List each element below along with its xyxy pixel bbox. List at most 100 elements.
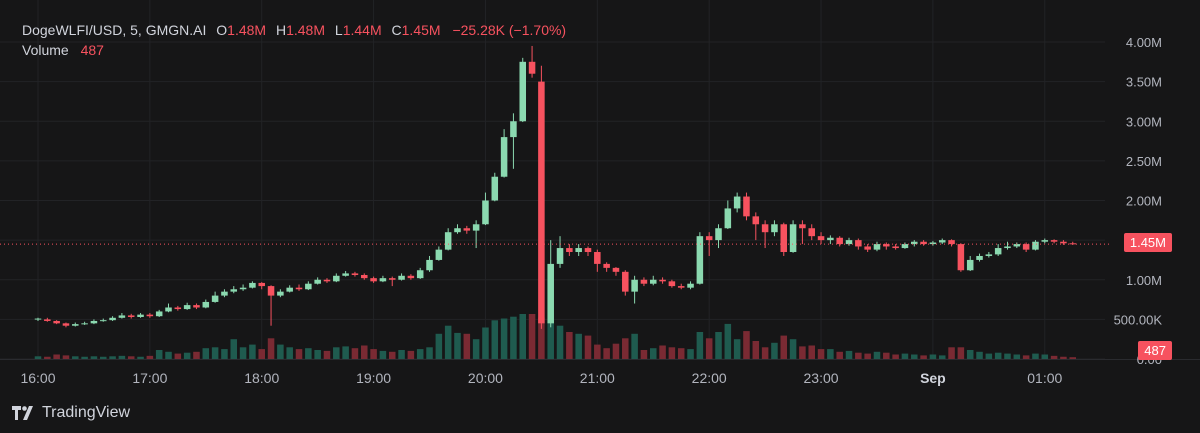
candle-body: [62, 323, 70, 326]
volume-bar: [202, 348, 210, 359]
candle-body: [258, 282, 265, 287]
candle-body: [594, 252, 601, 264]
candle-body: [733, 196, 741, 209]
candle-body: [575, 248, 582, 253]
candle-body: [277, 291, 284, 296]
candle-body: [901, 244, 909, 249]
x-tick-label: 21:00: [580, 370, 615, 386]
candle-body: [920, 241, 927, 245]
candle-body: [286, 287, 293, 292]
volume-bar: [705, 338, 713, 359]
volume-bar: [463, 333, 471, 359]
volume-bar: [640, 350, 648, 359]
y-tick-label: 4.00M: [1126, 35, 1162, 50]
volume-bar: [985, 353, 993, 359]
candle-body: [249, 282, 256, 288]
volume-bar: [594, 344, 601, 359]
tradingview-branding[interactable]: TradingView: [12, 404, 130, 422]
last-price-tag: 1.45M: [1123, 233, 1172, 252]
volume-bar: [687, 349, 694, 359]
volume-bar: [53, 354, 60, 359]
candle-body: [640, 279, 648, 284]
volume-bar: [230, 339, 238, 359]
candle-body: [668, 281, 676, 287]
candle-body: [444, 232, 452, 250]
volume-bar: [771, 342, 778, 359]
volume-bar: [342, 346, 349, 359]
volume-bar: [1060, 356, 1067, 359]
volume-bar: [556, 325, 564, 359]
volume-bar: [249, 344, 256, 359]
volume-bar: [957, 347, 965, 359]
volume-bar: [892, 354, 899, 359]
volume-bar: [659, 345, 666, 359]
volume-bar: [491, 320, 499, 359]
candle-body: [305, 283, 312, 290]
candle-body: [538, 81, 545, 324]
candle-body: [361, 274, 368, 279]
candle-body: [510, 121, 517, 138]
volume-bar: [388, 351, 396, 359]
volume-bar: [789, 339, 797, 359]
volume-bar: [994, 352, 1002, 359]
candle-body: [295, 287, 303, 290]
candle-body: [416, 270, 424, 279]
volume-bar: [426, 347, 433, 359]
volume-bar: [81, 356, 88, 359]
candle-body: [976, 255, 983, 260]
candle-body: [799, 224, 806, 229]
volume-bar: [631, 333, 638, 359]
candle-body: [407, 275, 415, 279]
volume-bar: [295, 349, 303, 359]
candle-body: [1032, 241, 1039, 250]
candle-body: [155, 311, 163, 317]
volume-bar: [472, 339, 480, 359]
volume-bar: [1013, 354, 1021, 359]
candle-body: [333, 275, 340, 282]
candle-body: [127, 315, 135, 317]
candle-body: [370, 278, 377, 282]
candle-body: [137, 314, 144, 317]
candle-body: [649, 279, 657, 284]
candle-body: [584, 248, 592, 253]
volume-bar: [174, 353, 182, 359]
close-value: 1.45M: [401, 22, 441, 38]
candle-body: [622, 271, 629, 292]
volume-bar: [538, 317, 545, 359]
volume-bar: [305, 348, 312, 359]
chart-panel[interactable]: 4.00M3.50M3.00M2.50M2.00M1.50M1.00M500.0…: [0, 0, 1200, 393]
candlestick-chart[interactable]: 4.00M3.50M3.00M2.50M2.00M1.50M1.00M500.0…: [0, 0, 1200, 393]
y-tick-label: 3.00M: [1126, 114, 1162, 129]
volume-bar: [109, 356, 116, 359]
volume-bar: [351, 348, 359, 359]
volume-bar: [361, 345, 368, 359]
candle-body: [1004, 246, 1011, 249]
candle-body: [994, 248, 1002, 255]
x-tick-label: 19:00: [356, 370, 391, 386]
x-tick-label: 17:00: [132, 370, 167, 386]
volume-bar: [407, 350, 415, 359]
candle-body: [696, 236, 704, 284]
ohlc-legend: DogeWLFI/USD, 5, GMGN.AI O1.48M H1.48M L…: [22, 22, 566, 38]
volume-bar: [211, 347, 219, 359]
candle-body: [463, 228, 471, 231]
candle-body: [109, 317, 116, 321]
y-tick-label: 500.00K: [1114, 312, 1163, 327]
volume-bar: [920, 355, 927, 359]
candle-body: [491, 176, 499, 201]
candle-body: [1060, 241, 1067, 244]
y-tick-label: 3.50M: [1126, 75, 1162, 90]
volume-bar: [62, 355, 70, 359]
volume-bar: [622, 338, 629, 359]
candle-body: [631, 279, 638, 292]
volume-bar: [34, 356, 42, 359]
volume-bar: [817, 349, 825, 359]
candle-body: [957, 244, 965, 271]
volume-bar: [612, 343, 620, 359]
volume-bar: [193, 351, 200, 359]
candle-body: [1050, 240, 1058, 242]
volume-bar: [183, 352, 191, 359]
candle-body: [267, 286, 275, 296]
volume-bar: [948, 347, 955, 359]
candle-body: [500, 137, 508, 177]
